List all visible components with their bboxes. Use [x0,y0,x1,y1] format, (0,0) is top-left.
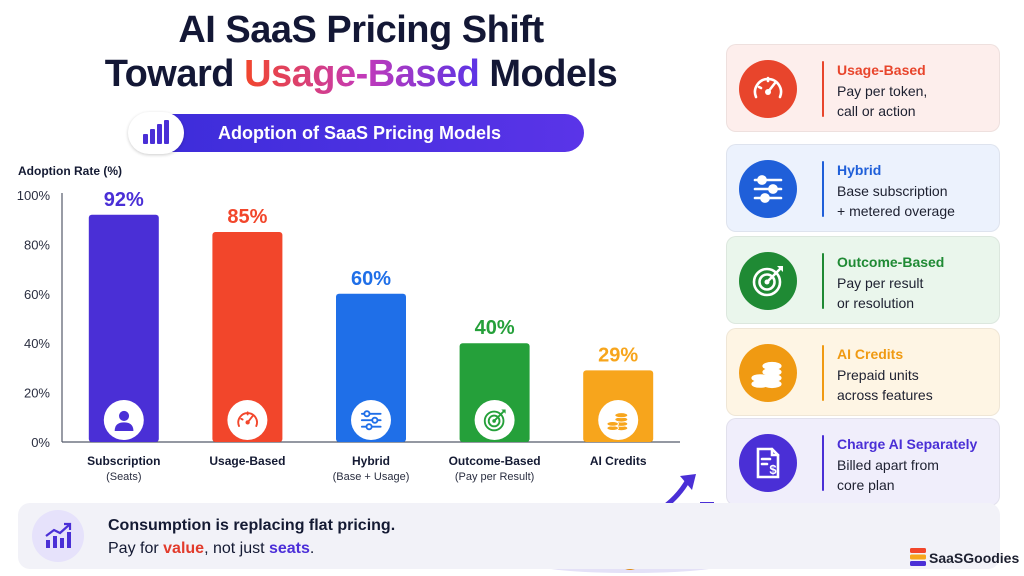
sliders-icon [739,160,797,218]
card-title: AI Credits [837,346,904,362]
card-accent-divider [822,435,824,491]
y-tick-label: 20% [24,386,50,401]
card-usage-based: Usage-Based Pay per token, call or action [726,44,1000,132]
growth-chart-icon [32,510,84,562]
card-accent-divider [822,253,824,309]
card-description-line-2: or resolution [837,295,915,311]
card-hybrid: Hybrid Base subscription + metered overage [726,144,1000,232]
title-line-2-pre: Toward [104,53,245,95]
svg-text:$: $ [769,462,777,477]
coins-icon [606,412,629,432]
summary-banner: Consumption is replacing flat pricing. P… [18,503,1000,569]
bar-icon-badge [227,400,268,440]
card-accent-divider [822,161,824,217]
card-description-line-1: Base subscription [837,183,948,199]
bar-value-label: 40% [475,317,515,339]
x-tick-label: Outcome-Based [449,454,541,468]
card-description-line-1: Billed apart from [837,457,939,473]
y-tick-label: 0% [31,435,50,450]
card-description-line-1: Prepaid units [837,367,919,383]
banner-subline-pre: Pay for [108,540,164,557]
bar-value-label: 29% [598,344,638,366]
card-description-line-1: Pay per result [837,275,924,291]
banner-value-word: value [163,540,205,557]
card-title: Outcome-Based [837,254,945,270]
bar-subscription [88,214,159,442]
bar-value-label: 92% [104,189,144,211]
card-description-line-2: call or action [837,103,916,119]
title-line-2-post: Models [479,53,618,95]
x-tick-label: Usage-Based [209,454,285,468]
target-icon [483,409,506,432]
card-accent-divider [822,345,824,401]
user-icon [114,410,134,432]
coins-icon [739,344,797,402]
card-description-line-2: + metered overage [837,203,955,219]
card-description-line-1: Pay per token, [837,83,928,99]
speedometer-icon [739,60,797,118]
banner-subline-mid: , not just [204,540,269,557]
page-title: AI SaaS Pricing Shift Toward Usage-Based… [18,8,704,96]
sliders-icon [753,175,783,203]
card-outcome-based: Outcome-Based Pay per result or resolution [726,236,1000,324]
x-tick-sublabel: (Base + Usage) [333,471,410,483]
brand-name: SaaSGoodies [929,550,1020,566]
card-title: Charge AI Separately [837,436,978,452]
card-description-line-2: across features [837,387,933,403]
banner-headline: Consumption is replacing flat pricing. [108,517,396,534]
y-tick-label: 80% [24,237,50,252]
x-tick-sublabel: (Pay per Result) [455,471,534,483]
title-highlight: Usage-Based [244,53,480,95]
card-ai-credits: AI Credits Prepaid units across features [726,328,1000,416]
card-accent-divider [822,61,824,117]
y-tick-label: 100% [17,188,51,203]
stacked-logo-icon [910,548,926,566]
bar-value-label: 85% [227,206,267,228]
x-tick-label: Hybrid [352,454,390,468]
y-tick-label: 40% [24,336,50,351]
adoption-bar-chart: Adoption Rate (%) 0% 20% 40% 60% 80% 100% 92% Su… [17,164,680,483]
card-charge-ai-separately: $ Charge AI Separately Billed apart from co… [726,418,1000,506]
sliders-icon [360,410,382,431]
banner-seats-word: seats [268,540,310,557]
card-title: Hybrid [837,162,882,178]
bar-hybrid [336,293,406,442]
title-line-2: Toward Usage-Based Models [18,52,704,96]
y-tick-label: 60% [24,287,50,302]
speedometer-icon [753,76,783,99]
speedometer-icon [237,411,258,427]
card-title: Usage-Based [837,62,926,78]
invoice-dollar-icon: $ [739,434,797,492]
banner-subline: Pay for value, not just seats. [108,540,314,558]
invoice-dollar-icon: $ [756,447,780,479]
x-tick-label: AI Credits [590,454,647,468]
chart-subtitle-pill: Adoption of SaaS Pricing Models [128,112,584,154]
y-axis-label: Adoption Rate (%) [18,164,122,178]
bar-usage-based [212,232,283,442]
coins-icon [751,361,782,389]
x-tick-label: Subscription [87,454,160,468]
chart-subtitle: Adoption of SaaS Pricing Models [218,123,502,143]
bar-chart-icon [128,112,184,154]
title-line-1: AI SaaS Pricing Shift [178,9,544,51]
target-icon [752,266,783,297]
card-description-line-2: core plan [837,477,895,493]
x-tick-sublabel: (Seats) [106,471,141,483]
banner-subline-post: . [309,540,315,557]
target-icon [739,252,797,310]
bar-value-label: 60% [351,268,391,290]
